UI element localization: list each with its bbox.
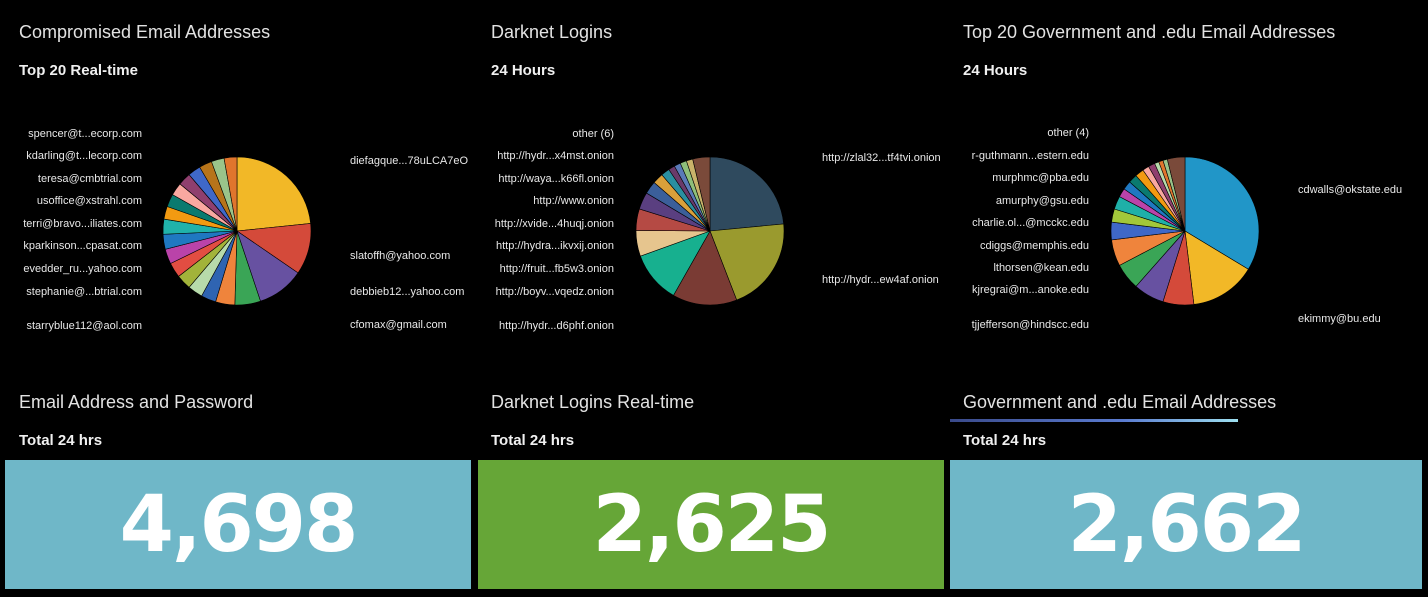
pie-slice[interactable]: [1184, 156, 1260, 270]
pie-slice[interactable]: [1184, 230, 1249, 305]
pie-label: http://zlal32...tf4tvi.onion: [822, 152, 941, 164]
pie-slice[interactable]: [709, 156, 784, 232]
pie-label: kdarling@t...lecorp.com: [26, 150, 142, 162]
pie-label: debbieb12...yahoo.com: [350, 286, 465, 298]
pie-label: lthorsen@kean.edu: [993, 262, 1089, 274]
pie-label: starryblue112@aol.com: [26, 320, 142, 332]
pie-label: slatoffh@yahoo.com: [350, 250, 451, 262]
pie-label: amurphy@gsu.edu: [995, 195, 1089, 207]
gov-edu-emails-pie-chart[interactable]: [1110, 156, 1260, 306]
metric-gov-edu[interactable]: 2,662: [950, 460, 1422, 589]
pie-slice[interactable]: [692, 156, 711, 232]
panel-title-darknet-logins: Darknet Logins: [491, 22, 613, 42]
pie-label: http://hydr...d6phf.onion: [499, 320, 614, 332]
pie-slice[interactable]: [1166, 156, 1186, 232]
pie-label: http://waya...k66fl.onion: [498, 173, 614, 185]
panel-subtitle: Top 20 Real-time: [19, 62, 138, 79]
metric-value: 2,625: [592, 479, 832, 570]
panel-accent-bar: [950, 419, 1238, 422]
pie-label: charlie.ol...@mcckc.edu: [972, 217, 1089, 229]
pie-label: cdwalls@okstate.edu: [1298, 184, 1403, 196]
pie-label: terri@bravo...iliates.com: [23, 218, 142, 230]
metric-value: 4,698: [119, 479, 359, 570]
pie-label: stephanie@...btrial.com: [26, 286, 142, 298]
pie-label: murphmc@pba.edu: [992, 172, 1089, 184]
pie-label: diefagque...78uLCA7eO: [350, 155, 469, 167]
pie-label: teresa@cmbtrial.com: [37, 173, 142, 185]
pie-label: tjjefferson@hindscc.edu: [971, 319, 1089, 331]
pie-label: ekimmy@bu.edu: [1298, 313, 1381, 325]
metric-value: 2,662: [1067, 479, 1307, 570]
pie-label: usoffice@xstrahl.com: [36, 195, 142, 207]
metric-subtitle: Total 24 hrs: [19, 432, 103, 449]
pie-slice[interactable]: [223, 156, 238, 232]
pie-label: http://hydra...ikvxij.onion: [495, 240, 614, 252]
metric-email-password[interactable]: 4,698: [5, 460, 471, 589]
pie-label: evedder_ru...yahoo.com: [23, 263, 142, 275]
pie-label: http://hydr...ew4af.onion: [822, 274, 939, 286]
pie-label: http://fruit...fb5w3.onion: [499, 263, 614, 275]
pie-label: cdiggs@memphis.edu: [980, 240, 1089, 252]
pie-label: cfomax@gmail.com: [350, 319, 447, 331]
panel-title-compromised-emails: Compromised Email Addresses: [19, 22, 271, 42]
pie-slice[interactable]: [673, 230, 738, 306]
pie-slice[interactable]: [236, 156, 311, 232]
pie-label: other (4): [1047, 127, 1089, 139]
panel-subtitle: 24 Hours: [963, 62, 1028, 79]
metric-darknet-realtime[interactable]: 2,625: [478, 460, 944, 589]
darknet-logins-pie-chart[interactable]: [635, 156, 785, 306]
metric-subtitle: Total 24 hrs: [963, 432, 1047, 449]
panel-subtitle: 24 Hours: [491, 62, 556, 79]
pie-label: http://www.onion: [533, 195, 614, 207]
pie-label: spencer@t...ecorp.com: [28, 128, 142, 140]
pie-label: kjregrai@m...anoke.edu: [972, 284, 1089, 296]
metric-title-gov-edu: Government and .edu Email Addresses: [963, 392, 1277, 412]
pie-label: http://boyv...vqedz.onion: [495, 286, 614, 298]
pie-label: r-guthmann...estern.edu: [971, 150, 1089, 162]
metric-title-email-password: Email Address and Password: [19, 392, 254, 412]
pie-label: http://xvide...4huqj.onion: [494, 218, 614, 230]
pie-label: kparkinson...cpasat.com: [23, 240, 142, 252]
pie-label: other (6): [572, 128, 614, 140]
panel-title-gov-edu-emails: Top 20 Government and .edu Email Address…: [963, 22, 1336, 42]
metric-subtitle: Total 24 hrs: [491, 432, 575, 449]
pie-slice[interactable]: [709, 223, 785, 301]
metric-title-darknet-realtime: Darknet Logins Real-time: [491, 392, 695, 412]
compromised-emails-pie-chart[interactable]: [162, 156, 312, 306]
pie-label: http://hydr...x4mst.onion: [497, 150, 614, 162]
